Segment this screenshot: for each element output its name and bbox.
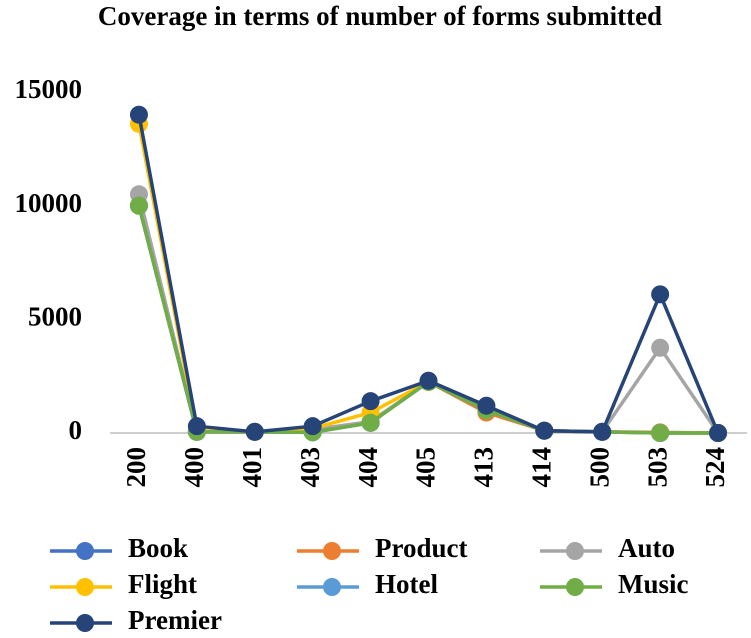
data-point <box>651 424 670 442</box>
y-tick-label: 10000 <box>15 188 83 218</box>
x-tick-label: 404 <box>353 447 383 488</box>
y-tick-label: 15000 <box>15 74 83 104</box>
legend-label: Product <box>375 533 468 563</box>
series-line <box>137 205 719 435</box>
data-point <box>651 338 670 357</box>
legend-marker <box>76 614 94 632</box>
legend-marker <box>323 578 341 596</box>
legend-label: Premier <box>128 605 222 635</box>
legend-label: Auto <box>618 533 675 563</box>
legend-label: Book <box>128 533 188 563</box>
data-point <box>709 424 728 442</box>
series-line <box>137 205 719 435</box>
x-tick-label: 401 <box>237 447 267 488</box>
legend-marker <box>323 542 341 560</box>
legend-label: Flight <box>128 569 197 599</box>
x-tick-label: 403 <box>295 447 325 488</box>
data-point <box>361 413 380 432</box>
data-point <box>129 105 148 124</box>
data-point <box>419 371 438 390</box>
x-tick-label: 405 <box>411 447 441 488</box>
legend-marker <box>566 578 584 596</box>
x-tick-label: 414 <box>527 447 557 488</box>
legend-marker <box>76 578 94 596</box>
x-tick-label: 503 <box>642 447 672 488</box>
data-point <box>303 417 322 436</box>
x-tick-label: 524 <box>700 447 730 488</box>
legend-marker <box>76 542 94 560</box>
legend-marker <box>566 542 584 560</box>
x-tick-label: 413 <box>469 447 499 488</box>
series-line <box>137 205 719 435</box>
data-point <box>593 422 612 441</box>
data-point <box>361 392 380 411</box>
y-tick-label: 0 <box>69 415 83 445</box>
data-point <box>245 422 264 441</box>
x-tick-label: 500 <box>584 447 614 488</box>
y-tick-label: 5000 <box>28 302 82 332</box>
data-point <box>477 396 496 415</box>
data-point <box>535 421 554 440</box>
data-point <box>187 417 206 436</box>
x-tick-label: 400 <box>179 447 209 488</box>
legend-label: Hotel <box>375 569 438 599</box>
series-line <box>137 193 720 434</box>
legend-label: Music <box>618 569 689 599</box>
data-point <box>129 196 148 215</box>
data-point <box>651 285 670 304</box>
series-line <box>137 205 719 435</box>
chart-title: Coverage in terms of number of forms sub… <box>97 1 663 31</box>
x-tick-label: 200 <box>121 447 151 488</box>
